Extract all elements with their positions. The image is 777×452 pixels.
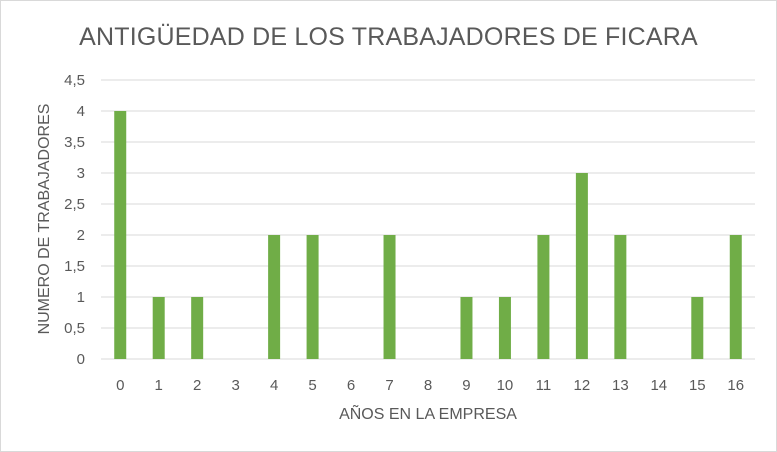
x-tick-label: 13 [612,377,629,394]
bar [152,297,165,359]
y-tick-label: 4 [77,103,85,120]
bar [191,297,204,359]
x-tick-label: 2 [193,377,201,394]
bar [575,173,588,359]
x-axis-title: AÑOS EN LA EMPRESA [339,403,517,423]
bar [729,235,742,359]
y-tick-label: 4,5 [64,72,85,89]
x-tick-label: 11 [536,377,552,394]
x-tick-label: 10 [497,377,514,394]
x-tick-label: 14 [650,377,667,394]
x-tick-label: 8 [424,377,432,394]
gridlines [101,79,755,360]
bar [614,235,627,359]
y-tick-label: 3 [77,165,85,182]
y-tick-label: 0 [77,351,85,368]
y-tick-label: 0,5 [64,320,85,337]
y-tick-label: 1,5 [64,258,85,275]
x-tick-label: 5 [308,377,316,394]
x-tick-label: 1 [155,377,163,394]
x-tick-label: 4 [270,377,278,394]
x-tick-labels: 0 1 2 3 4 5 6 7 8 9 10 11 12 13 14 15 16 [116,377,744,394]
x-tick-label: 9 [462,377,470,394]
y-tick-label: 1 [77,289,85,306]
bars [114,111,742,359]
y-tick-labels: 0 0,5 1 1,5 2 2,5 3 3,5 4 4,5 [64,72,85,368]
chart-title: ANTIGÜEDAD DE LOS TRABAJADORES DE FICARA [79,23,698,51]
bar [383,235,396,359]
bar [498,297,511,359]
x-tick-label: 15 [689,377,706,394]
bar [537,235,550,359]
y-tick-label: 2,5 [64,196,85,213]
bar [460,297,473,359]
x-tick-label: 6 [347,377,355,394]
x-tick-label: 7 [385,377,393,394]
x-tick-label: 3 [231,377,239,394]
bar [306,235,319,359]
y-tick-label: 2 [77,227,85,244]
y-tick-label: 3,5 [64,134,85,151]
bar [691,297,704,359]
x-tick-label: 16 [727,377,744,394]
x-tick-label: 0 [116,377,124,394]
bar [268,235,281,359]
x-tick-label: 12 [574,377,591,394]
y-axis-title: NUMERO DE TRABAJADORES [36,104,53,335]
bar [114,111,127,359]
